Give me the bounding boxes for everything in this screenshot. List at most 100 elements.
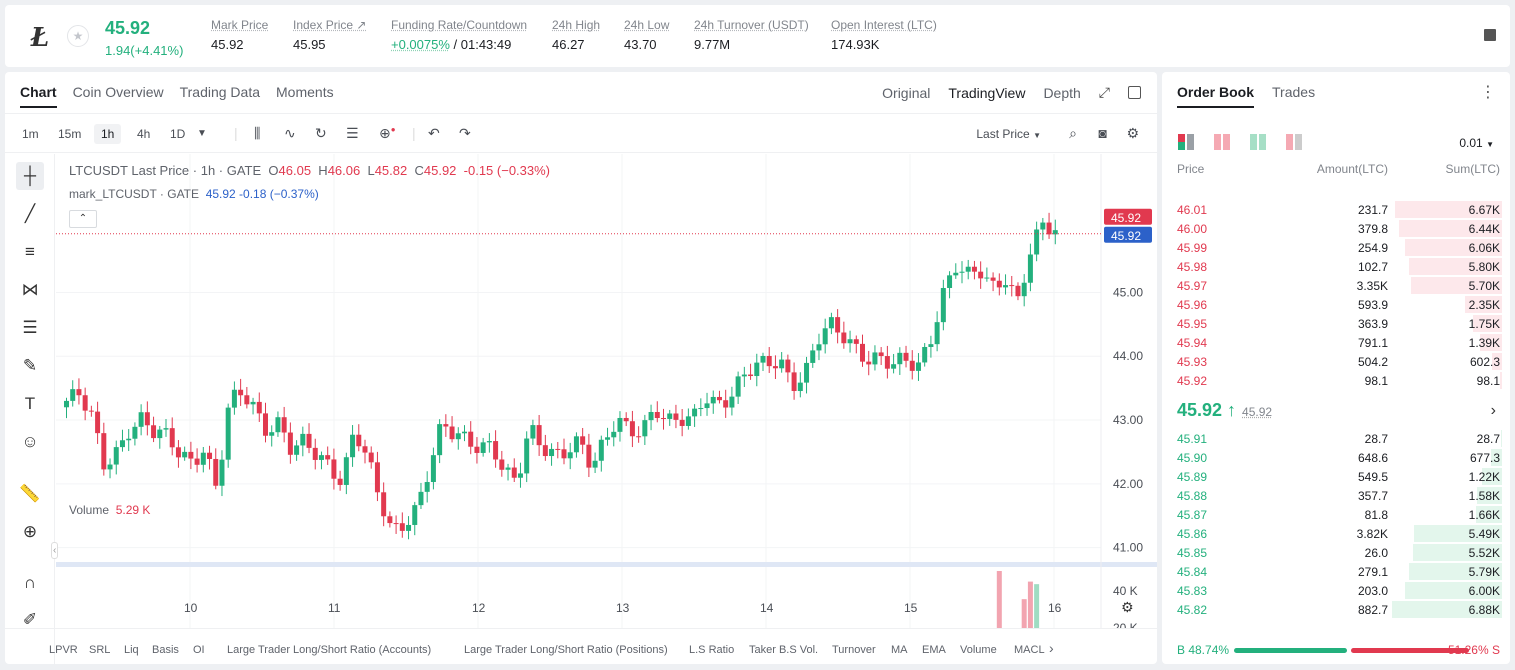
collapse-legend-button[interactable]: ⌃	[69, 210, 97, 228]
more-options-icon[interactable]: ⋮	[1480, 84, 1496, 101]
ask-row[interactable]: 46.01 231.7 6.67K	[1162, 200, 1510, 219]
timeframe-1d[interactable]: 1D	[170, 127, 186, 141]
indicator-l-s-ratio[interactable]: L.S Ratio	[689, 644, 735, 656]
timeframe-1m[interactable]: 1m	[22, 127, 39, 141]
trendline-icon[interactable]: ╱	[24, 204, 36, 223]
search-icon[interactable]: ⌕	[1069, 125, 1077, 141]
legend-low-label: L	[367, 163, 375, 178]
chevron-right-icon[interactable]: ›	[1049, 640, 1054, 656]
tab-coin-overview[interactable]: Coin Overview	[72, 84, 164, 100]
crosshair-icon[interactable]: ┼	[16, 162, 44, 190]
text-icon[interactable]: T	[24, 394, 36, 413]
mode-both-icon[interactable]	[1178, 134, 1194, 150]
indicator-volume[interactable]: Volume	[960, 644, 997, 656]
candle-body	[424, 482, 430, 492]
mode-large-icon[interactable]	[1286, 134, 1302, 150]
templates-icon[interactable]: ☰	[346, 125, 359, 141]
chevron-right-icon[interactable]: ›	[1490, 402, 1496, 419]
undo-icon[interactable]: ↶	[428, 125, 440, 141]
indicator-taker-b-s-vol-[interactable]: Taker B.S Vol.	[749, 644, 819, 656]
pencil-lock-icon[interactable]: ✐	[22, 610, 38, 629]
bid-row[interactable]: 45.88 357.7 1.58K	[1162, 486, 1510, 505]
precision-select[interactable]: 0.01 ▼	[1459, 136, 1494, 150]
bid-row[interactable]: 45.91 28.7 28.7	[1162, 429, 1510, 448]
emoji-icon[interactable]: ☺	[21, 432, 39, 451]
stat-funding-rate[interactable]: Funding Rate/Countdown +0.0075% / 01:43:…	[391, 18, 527, 52]
indicator-ema[interactable]: EMA	[922, 644, 946, 656]
settings-gear-icon[interactable]: ⚙	[1126, 125, 1139, 141]
stat-mark-price[interactable]: Mark Price 45.92	[211, 18, 268, 52]
tab-order-book[interactable]: Order Book	[1177, 84, 1255, 108]
brush-icon[interactable]: ✎	[22, 356, 38, 375]
fullscreen-icon[interactable]	[1128, 86, 1141, 99]
tab-trades[interactable]: Trades	[1272, 84, 1316, 100]
timeframe-1h[interactable]: 1h	[94, 124, 122, 144]
bid-row[interactable]: 45.87 81.8 1.66K	[1162, 505, 1510, 524]
funding-rate[interactable]: +0.0075%	[391, 37, 450, 52]
bid-row[interactable]: 45.84 279.1 5.79K	[1162, 562, 1510, 581]
tab-depth[interactable]: Depth	[1043, 84, 1081, 101]
bid-row[interactable]: 45.83 203.0 6.00K	[1162, 581, 1510, 600]
indicator-macl[interactable]: MACL	[1014, 644, 1045, 656]
indicator-oi[interactable]: OI	[193, 644, 205, 656]
zoom-in-icon[interactable]: ⊕	[22, 522, 38, 541]
ask-row[interactable]: 46.00 379.8 6.44K	[1162, 219, 1510, 238]
camera-icon[interactable]: ◙	[1098, 125, 1107, 141]
ask-row[interactable]: 45.99 254.9 6.06K	[1162, 238, 1510, 257]
candlestick-chart[interactable]: 45.00 44.00 43.00 42.00 41.00 45.92 45.92 40 K 2…	[56, 154, 1157, 628]
candle-body	[455, 433, 461, 440]
bid-row[interactable]: 45.89 549.5 1.22K	[1162, 467, 1510, 486]
mode-asks-icon[interactable]	[1214, 134, 1230, 150]
ask-row[interactable]: 45.96 593.9 2.35K	[1162, 295, 1510, 314]
candle-type-icon[interactable]: ⫼	[254, 125, 261, 141]
bid-row[interactable]: 45.90 648.6 677.3	[1162, 448, 1510, 467]
favorite-star-icon[interactable]: ★	[67, 25, 89, 47]
indicator-large-trader-long-short-ratio-positions-[interactable]: Large Trader Long/Short Ratio (Positions…	[464, 644, 668, 656]
redo-icon[interactable]: ↷	[459, 125, 471, 141]
indicators-icon[interactable]: ∿	[284, 125, 296, 141]
indicator-liq[interactable]: Liq	[124, 644, 139, 656]
ask-row[interactable]: 45.98 102.7 5.80K	[1162, 257, 1510, 276]
stat-open-interest[interactable]: Open Interest (LTC) 174.93K	[831, 18, 937, 52]
tab-chart[interactable]: Chart	[20, 84, 57, 108]
indicator-ma[interactable]: MA	[891, 644, 908, 656]
horizontal-lines-icon[interactable]: ≡	[25, 242, 35, 261]
timeframe-dropdown-icon[interactable]: ▼	[197, 128, 207, 139]
tab-tradingview[interactable]: TradingView	[948, 84, 1026, 101]
bid-row[interactable]: 45.82 882.7 6.88K	[1162, 600, 1510, 619]
price-type-select[interactable]: Last Price ▼	[976, 127, 1041, 141]
timeframe-15m[interactable]: 15m	[58, 127, 82, 141]
indicator-srl[interactable]: SRL	[89, 644, 111, 656]
add-indicator-icon[interactable]: ⊕●	[379, 125, 396, 141]
tab-trading-data[interactable]: Trading Data	[179, 84, 261, 100]
expand-icon[interactable]: ⤢	[1098, 84, 1110, 100]
candle-body	[928, 344, 934, 347]
candle-body	[617, 417, 623, 432]
ask-row[interactable]: 45.97 3.35K 5.70K	[1162, 276, 1510, 295]
ruler-icon[interactable]: 📏	[19, 484, 41, 503]
mode-bids-icon[interactable]	[1250, 134, 1266, 150]
ask-row[interactable]: 45.93 504.2 602.3	[1162, 352, 1510, 371]
axis-settings-icon[interactable]: ⚙	[1121, 599, 1134, 615]
fib-icon[interactable]: ☰	[22, 318, 38, 337]
bid-row[interactable]: 45.86 3.82K 5.49K	[1162, 524, 1510, 543]
ask-row[interactable]: 45.95 363.9 1.75K	[1162, 314, 1510, 333]
indicator-lpvr[interactable]: LPVR	[49, 644, 78, 656]
collapse-toolbar-icon[interactable]: ‹	[51, 542, 59, 559]
tab-original[interactable]: Original	[882, 84, 931, 101]
stat-index-price[interactable]: Index Price ↗ 45.95	[293, 18, 366, 52]
indicator-large-trader-long-short-ratio-accounts-[interactable]: Large Trader Long/Short Ratio (Accounts)	[227, 644, 432, 656]
indicator-turnover[interactable]: Turnover	[832, 644, 876, 656]
pattern-icon[interactable]: ⋈	[21, 280, 39, 299]
mid-price[interactable]: 45.92 ↑ 45.92	[1177, 400, 1272, 421]
timeframe-4h[interactable]: 4h	[137, 127, 151, 141]
indicator-bar: LPVR SRL Liq Basis OI Large Trader Long/Short…	[5, 628, 1157, 664]
refresh-icon[interactable]: ↻	[315, 125, 327, 141]
ask-row[interactable]: 45.94 791.1 1.39K	[1162, 333, 1510, 352]
tab-moments[interactable]: Moments	[276, 84, 334, 100]
magnet-icon[interactable]: ∩	[23, 573, 37, 592]
guide-book-icon[interactable]	[1484, 29, 1496, 41]
indicator-basis[interactable]: Basis	[152, 644, 179, 656]
ask-row[interactable]: 45.92 98.1 98.1	[1162, 371, 1510, 390]
bid-row[interactable]: 45.85 26.0 5.52K	[1162, 543, 1510, 562]
